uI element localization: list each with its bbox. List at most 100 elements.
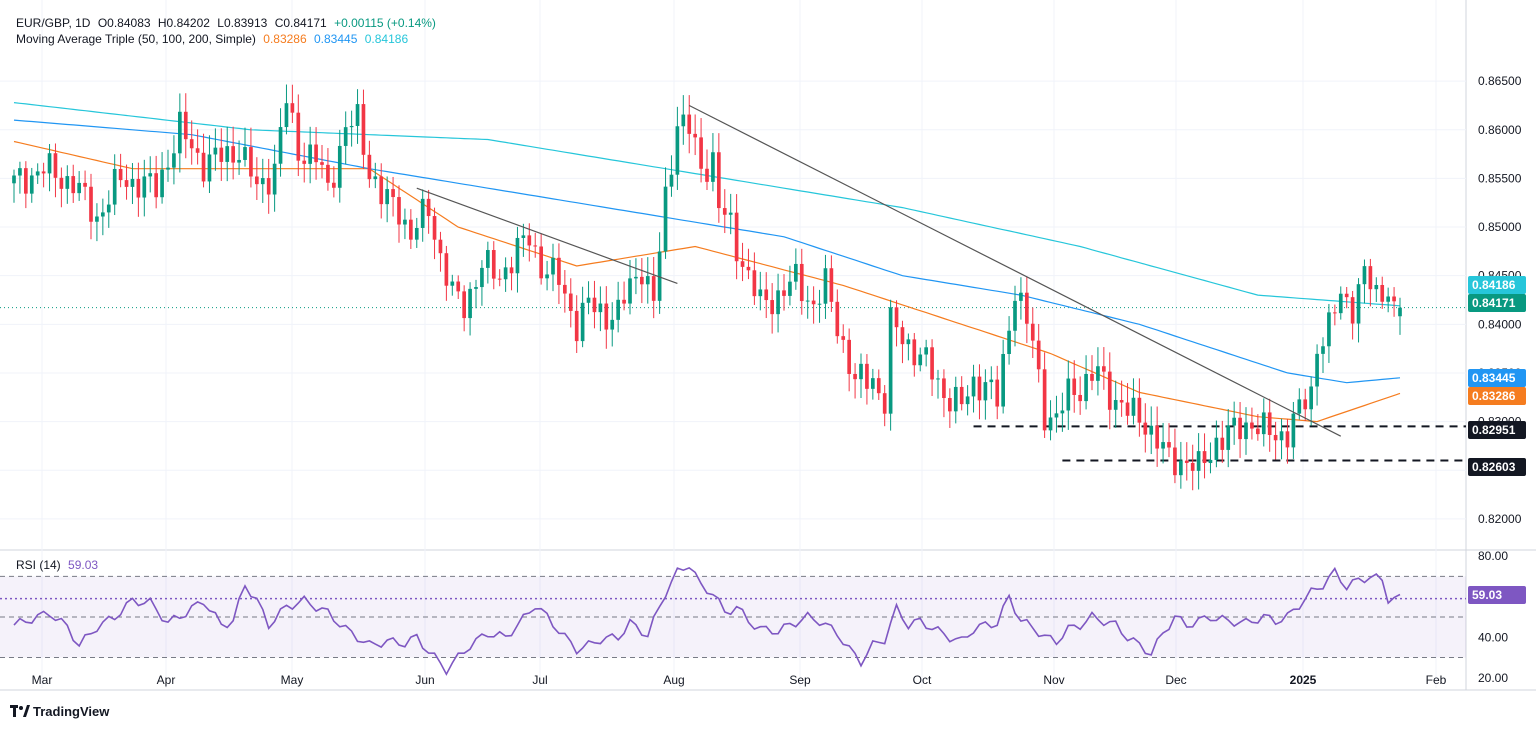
candle-body	[1161, 442, 1165, 449]
candle-body	[1137, 397, 1142, 423]
candle-body	[266, 178, 271, 195]
candle-body	[645, 276, 650, 285]
candle-body	[1048, 417, 1053, 431]
candle-body	[1297, 399, 1302, 414]
change-value: +0.00115 (+0.14%)	[334, 16, 436, 30]
candle-body	[1392, 296, 1396, 302]
candle-body	[438, 239, 443, 254]
candle-body	[249, 147, 253, 177]
candle-body	[871, 378, 875, 389]
ma100-badge: 0.83445	[1468, 369, 1526, 387]
time-tick-label: Feb	[1426, 673, 1447, 687]
candle-body	[675, 126, 680, 175]
candle-body	[426, 198, 431, 217]
candle-body	[1072, 378, 1077, 395]
candle-body	[355, 104, 360, 126]
candle-body	[1350, 297, 1355, 324]
candle-body	[580, 302, 585, 342]
candle-body	[817, 303, 822, 305]
ma50-badge: 0.83286	[1468, 387, 1526, 405]
time-tick-label: Sep	[789, 673, 811, 687]
candle-body	[799, 263, 804, 302]
candle-body	[1084, 373, 1088, 402]
candle-body	[183, 111, 188, 140]
candle-body	[1238, 417, 1242, 440]
candle-body	[1149, 425, 1154, 435]
rsi-line	[13, 566, 1401, 676]
candle-body	[859, 363, 863, 380]
price-badge: 0.84171	[1468, 294, 1526, 312]
candle-body	[965, 396, 970, 405]
candle-body	[663, 186, 668, 252]
candle-body	[758, 289, 763, 297]
candle-body	[971, 376, 976, 397]
candle-body	[95, 216, 99, 222]
candle-body	[918, 354, 923, 366]
candle-body	[231, 146, 235, 163]
candle-body	[770, 300, 774, 315]
candle-body	[705, 168, 709, 182]
candle-body	[468, 288, 472, 319]
ma100-value: 0.83445	[314, 32, 358, 46]
candle-body	[349, 125, 354, 128]
ma200-badge: 0.84186	[1468, 276, 1526, 294]
candle-body	[178, 111, 182, 154]
high-value: H0.84202	[157, 16, 210, 30]
candle-body	[1179, 460, 1183, 476]
candle-body	[906, 339, 911, 345]
support1-badge: 0.82951	[1468, 421, 1526, 439]
candle-body	[497, 278, 502, 280]
candle-body	[687, 114, 692, 134]
candle-body	[130, 178, 135, 187]
candle-body	[604, 303, 609, 330]
candle-body	[189, 139, 194, 149]
time-tick-label: Nov	[1043, 673, 1064, 687]
candles	[12, 84, 1402, 491]
candle-body	[1309, 386, 1313, 410]
candle-body	[1096, 366, 1100, 381]
candle-body	[805, 300, 810, 302]
candle-body	[1327, 312, 1331, 347]
candle-body	[1107, 371, 1112, 410]
candle-body	[41, 171, 46, 174]
candle-body	[24, 168, 28, 194]
candle-body	[385, 189, 389, 205]
time-tick-label: 2025	[1290, 673, 1317, 687]
candle-body	[486, 250, 490, 268]
candle-body	[124, 180, 129, 187]
brand-label: TradingView	[33, 704, 110, 719]
candle-body	[1119, 400, 1124, 403]
candle-body	[722, 208, 727, 215]
candle-body	[1398, 307, 1402, 317]
candle-body	[1344, 293, 1349, 298]
ma200-value: 0.84186	[364, 32, 409, 46]
candle-body	[201, 152, 206, 182]
candle-body	[693, 133, 697, 138]
candle-body	[1001, 353, 1005, 407]
candle-body	[71, 176, 76, 194]
candle-body	[1214, 437, 1219, 460]
candle-body	[1273, 434, 1278, 441]
price-tick-label: 0.85000	[1478, 220, 1522, 234]
candle-body	[711, 152, 715, 182]
candle-body	[977, 376, 982, 401]
candle-body	[1090, 373, 1094, 381]
candle-body	[728, 212, 733, 215]
time-tick-label: Apr	[157, 673, 176, 687]
candle-body	[444, 253, 449, 286]
candle-body	[811, 300, 816, 305]
candle-body	[882, 393, 887, 414]
candle-body	[1380, 284, 1385, 302]
candle-body	[1030, 323, 1035, 341]
candle-body	[835, 301, 840, 337]
close-value: C0.84171	[274, 16, 327, 30]
candle-body	[651, 276, 656, 301]
candle-body	[1291, 413, 1296, 448]
candle-body	[1303, 399, 1308, 410]
price-tick-label: 0.85500	[1478, 171, 1522, 185]
candle-body	[657, 251, 662, 301]
candle-body	[1208, 459, 1213, 464]
candle-body	[1226, 425, 1231, 450]
candle-body	[166, 167, 170, 170]
candle-body	[219, 147, 224, 162]
